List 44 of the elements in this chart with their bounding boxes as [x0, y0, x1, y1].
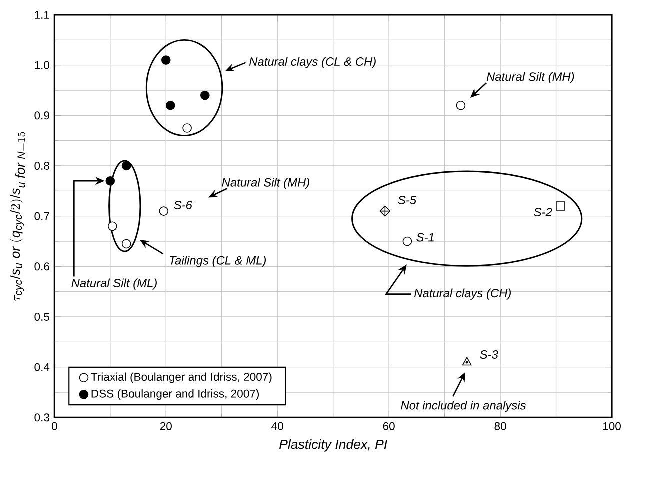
x-tick-label: 40: [272, 422, 284, 430]
x-tick-label: 100: [603, 422, 621, 430]
point: [380, 206, 391, 217]
annotation: S-6: [174, 201, 192, 210]
x-tick-label: 80: [494, 422, 506, 430]
legend-label: Triaxial (Boulanger and Idriss, 2007): [91, 372, 272, 384]
point: [108, 222, 118, 232]
y-tick-label: 0.9: [34, 112, 50, 120]
point: [200, 90, 210, 100]
annotation: Natural Silt (MH): [486, 72, 574, 84]
y-tick-label: 0.4: [34, 363, 50, 372]
point: [166, 100, 176, 110]
x-tick-label: 20: [160, 422, 172, 430]
point: [456, 100, 466, 110]
annotation: Natural Silt (MH): [222, 178, 310, 190]
y-tick-label: 0.8: [34, 162, 50, 170]
y-tick-label: 0.7: [34, 212, 50, 220]
y-tick-label: 0.6: [34, 262, 50, 271]
point: [122, 161, 132, 171]
annotation: Natural clays (CH): [414, 288, 511, 300]
x-tick-label: 60: [383, 422, 395, 430]
annotation: S-2: [534, 208, 552, 217]
y-tick-label: 0.3: [34, 414, 50, 422]
annotation: Not included in analysis: [401, 401, 526, 412]
annotation: Natural Silt (ML): [72, 278, 157, 290]
legend-label: DSS (Boulanger and Idriss, 2007): [92, 390, 260, 400]
point: [159, 206, 169, 216]
point: [122, 239, 132, 249]
point: [556, 202, 566, 211]
y-axis-title: $\tau_{cyc}/s_{u}\mbox{ or }(q_{cyc}/2)/s_{u\mbox{ for }N=15}$: [10, 132, 26, 302]
annotation: Natural clays (CL & CH): [249, 57, 376, 68]
x-tick-label: 0: [52, 422, 58, 430]
x-axis-title: Plasticity Index, PI: [279, 439, 388, 452]
annotation: S-5: [398, 196, 417, 204]
point: [161, 56, 171, 65]
annotation: S-3: [480, 350, 498, 359]
point: [402, 236, 412, 246]
point: [106, 176, 116, 186]
annotation: S-1: [416, 233, 434, 242]
annotation: Tailings (CL & ML): [170, 256, 266, 268]
y-tick-label: 0.5: [34, 313, 50, 321]
y-tick-label: 1.1: [35, 11, 50, 19]
point: [182, 124, 192, 133]
y-tick-label: 1.0: [35, 61, 50, 70]
